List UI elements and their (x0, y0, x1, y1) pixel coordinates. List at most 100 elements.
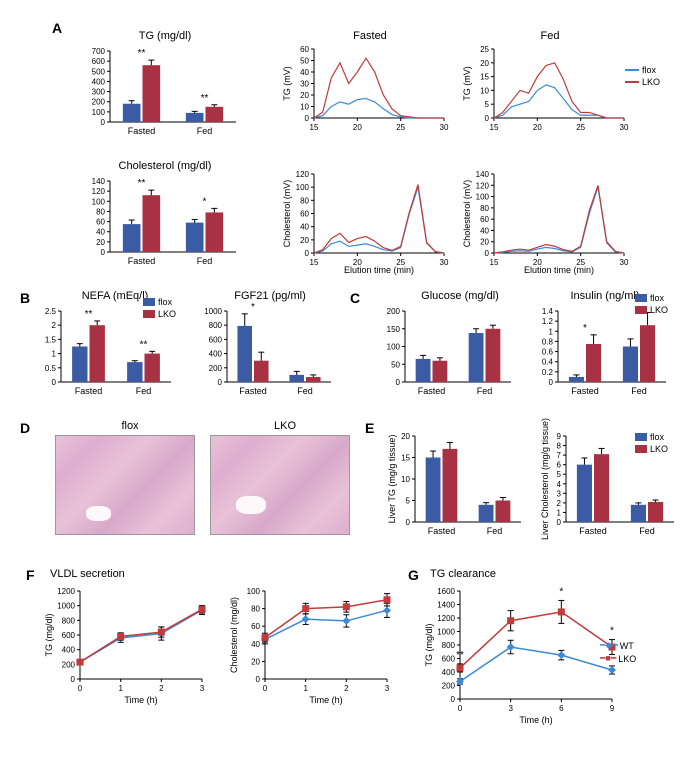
svg-text:0: 0 (101, 118, 106, 127)
svg-text:25: 25 (480, 45, 489, 54)
svg-text:60: 60 (251, 622, 260, 631)
svg-text:30: 30 (440, 123, 449, 132)
e-legend: flox LKO (635, 432, 668, 456)
tg-fed-title: Fed (490, 30, 610, 42)
svg-text:3: 3 (200, 684, 205, 693)
svg-text:TG (mV): TG (mV) (462, 66, 472, 101)
svg-text:30: 30 (300, 80, 309, 89)
svg-text:200: 200 (92, 98, 106, 107)
g-legend: ━◆━WT ━■━LKO (600, 640, 636, 666)
svg-text:1600: 1600 (437, 587, 455, 596)
svg-text:1.2: 1.2 (542, 317, 554, 326)
svg-text:120: 120 (92, 187, 106, 196)
insulin-bar-chart: 00.20.40.60.811.21.4*FastedFed (530, 305, 670, 400)
d-flox-label: flox (60, 420, 200, 432)
panel-b-label: B (20, 290, 30, 306)
svg-text:Fed: Fed (197, 256, 213, 266)
svg-text:50: 50 (391, 360, 400, 369)
svg-text:2: 2 (557, 499, 562, 508)
svg-text:20: 20 (533, 123, 542, 132)
svg-text:Cholesterol (mV): Cholesterol (mV) (462, 180, 472, 248)
svg-text:5: 5 (485, 100, 490, 109)
svg-text:0: 0 (458, 704, 463, 713)
svg-text:Fed: Fed (639, 526, 655, 536)
tg-fed-line-chart: 051015202515202530TG (mV) (460, 45, 630, 140)
svg-text:300: 300 (92, 88, 106, 97)
svg-text:200: 200 (442, 682, 456, 691)
svg-text:Elution time (min): Elution time (min) (344, 265, 414, 275)
svg-text:15: 15 (401, 454, 410, 463)
panel-a-label: A (52, 20, 62, 36)
svg-text:Fed: Fed (631, 386, 647, 396)
svg-text:20: 20 (300, 236, 309, 245)
panel-c-label: C (350, 290, 360, 306)
svg-text:140: 140 (92, 177, 106, 186)
svg-text:15: 15 (310, 123, 319, 132)
line-legend: flox LKO (625, 65, 660, 89)
svg-text:1: 1 (52, 350, 57, 359)
svg-text:200: 200 (387, 307, 401, 316)
svg-text:150: 150 (387, 325, 401, 334)
svg-text:0: 0 (485, 114, 490, 123)
chol-bar-title: Cholesterol (mg/dl) (85, 160, 245, 172)
svg-text:1200: 1200 (437, 614, 455, 623)
svg-text:**: ** (201, 93, 209, 104)
svg-text:Cholesterol (mV): Cholesterol (mV) (282, 180, 292, 248)
svg-text:TG (mg/dl): TG (mg/dl) (424, 623, 434, 666)
svg-text:10: 10 (300, 103, 309, 112)
svg-text:0: 0 (305, 114, 310, 123)
svg-text:400: 400 (209, 350, 223, 359)
svg-text:0.6: 0.6 (542, 348, 554, 357)
tg-bar-chart: 0100200300400500600700**Fasted**Fed (80, 45, 240, 140)
svg-text:40: 40 (251, 640, 260, 649)
svg-text:Liver TG (mg/g tissue): Liver TG (mg/g tissue) (387, 435, 397, 524)
svg-text:0: 0 (78, 684, 83, 693)
svg-text:50: 50 (300, 57, 309, 66)
svg-text:0: 0 (406, 518, 411, 527)
svg-text:Time (h): Time (h) (124, 695, 157, 705)
svg-text:Time (h): Time (h) (519, 715, 552, 725)
svg-text:600: 600 (209, 335, 223, 344)
svg-text:0: 0 (52, 378, 57, 387)
svg-text:20: 20 (480, 59, 489, 68)
svg-text:100: 100 (476, 193, 490, 202)
svg-text:*: * (583, 323, 587, 334)
svg-text:0: 0 (263, 684, 268, 693)
g-title: TG clearance (430, 568, 570, 580)
svg-text:20: 20 (480, 238, 489, 247)
svg-text:40: 40 (300, 68, 309, 77)
svg-text:1000: 1000 (204, 307, 222, 316)
svg-text:0: 0 (218, 378, 223, 387)
svg-text:20: 20 (353, 123, 362, 132)
svg-text:15: 15 (480, 73, 489, 82)
svg-text:1.5: 1.5 (45, 335, 57, 344)
svg-text:Cholesterol (mg/dl): Cholesterol (mg/dl) (229, 597, 239, 673)
svg-text:600: 600 (92, 57, 106, 66)
svg-text:60: 60 (300, 210, 309, 219)
svg-text:7: 7 (557, 451, 562, 460)
svg-text:700: 700 (92, 47, 106, 56)
svg-text:120: 120 (476, 181, 490, 190)
svg-text:600: 600 (62, 631, 76, 640)
svg-text:2.5: 2.5 (45, 307, 57, 316)
svg-text:0: 0 (71, 675, 76, 684)
svg-text:Fasted: Fasted (579, 526, 607, 536)
svg-text:30: 30 (440, 258, 449, 267)
svg-text:40: 40 (96, 228, 105, 237)
svg-text:25: 25 (396, 123, 405, 132)
svg-text:25: 25 (576, 123, 585, 132)
svg-text:0: 0 (451, 695, 456, 704)
svg-text:6: 6 (559, 704, 564, 713)
svg-text:**: ** (138, 48, 146, 59)
svg-text:Elution time (min): Elution time (min) (524, 265, 594, 275)
svg-text:1: 1 (549, 327, 554, 336)
svg-text:3: 3 (557, 489, 562, 498)
svg-text:5: 5 (557, 470, 562, 479)
svg-text:10: 10 (401, 475, 410, 484)
fgf21-bar-chart: 02004006008001000*FastedFed (195, 305, 335, 400)
tg-bar-title: TG (mg/dl) (95, 30, 235, 42)
svg-text:Fasted: Fasted (75, 386, 103, 396)
svg-text:1: 1 (557, 508, 562, 517)
svg-text:200: 200 (209, 364, 223, 373)
svg-text:0.4: 0.4 (542, 358, 554, 367)
